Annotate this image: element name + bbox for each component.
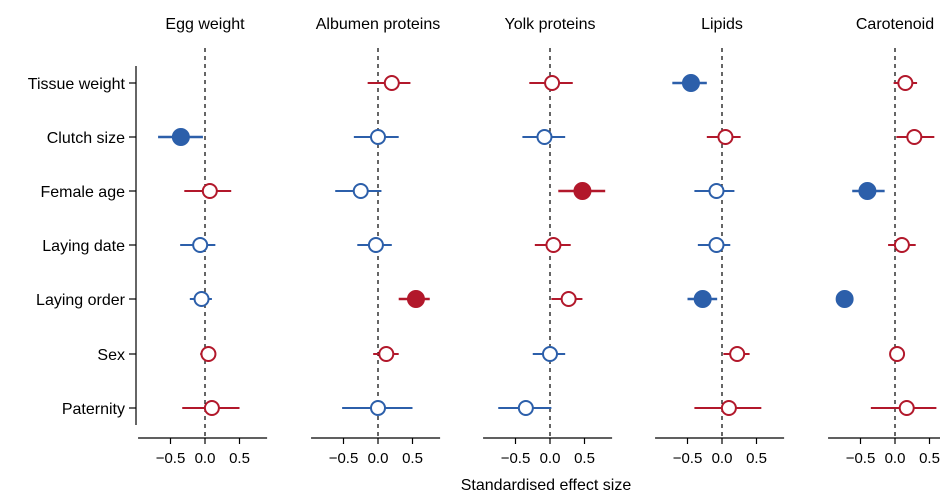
x-tick-label: 0.0 <box>540 450 561 467</box>
panel: Yolk proteins −0.5 0.0 0.5 <box>483 16 613 467</box>
effect-point <box>720 400 737 416</box>
effect-point <box>192 237 209 253</box>
panel-title: Lipids <box>701 16 743 33</box>
panel-title: Carotenoid <box>856 16 934 33</box>
effect-point <box>893 237 910 253</box>
effect-point <box>370 129 386 145</box>
effect-point <box>542 346 558 362</box>
effect-point <box>708 183 725 199</box>
effect-point <box>858 182 877 200</box>
panel-title: Egg weight <box>165 16 245 33</box>
row-label: Clutch size <box>47 130 125 147</box>
panel-title: Yolk proteins <box>504 16 595 33</box>
effect-point <box>203 400 220 416</box>
x-tick-label: 0.0 <box>368 450 389 467</box>
x-tick-label: 0.0 <box>195 450 216 467</box>
effect-point <box>171 128 190 146</box>
row-label: Paternity <box>62 401 125 418</box>
effect-point <box>693 290 712 308</box>
x-tick-label: −0.5 <box>673 450 703 467</box>
x-tick-label: 0.5 <box>919 450 940 467</box>
x-tick-label: −0.5 <box>329 450 359 467</box>
effect-point <box>898 400 915 416</box>
x-tick-label: −0.5 <box>156 450 186 467</box>
x-tick-label: 0.0 <box>885 450 906 467</box>
effect-point <box>906 129 923 145</box>
row-label: Laying order <box>36 292 126 309</box>
effect-point <box>560 291 577 307</box>
effect-point <box>370 400 386 416</box>
x-tick-label: 0.5 <box>229 450 250 467</box>
panel-title: Albumen proteins <box>316 16 441 33</box>
effect-point <box>729 346 746 362</box>
effect-point <box>193 291 210 307</box>
effect-point <box>536 129 553 145</box>
panel: Egg weight −0.5 0.0 0.5 <box>138 16 268 467</box>
row-label: Female age <box>41 184 126 201</box>
x-tick-label: −0.5 <box>846 450 876 467</box>
effect-point <box>545 237 562 253</box>
effect-point <box>367 237 384 253</box>
x-axis-label: Standardised effect size <box>461 477 632 494</box>
row-labels: Tissue weight Clutch size Female age Laying… <box>28 66 137 425</box>
chart-panels: Egg weight −0.5 0.0 0.5 Albumen proteins −0.5… <box>138 16 940 467</box>
effect-point <box>200 346 217 362</box>
row-label: Sex <box>97 347 125 364</box>
x-tick-label: 0.0 <box>712 450 733 467</box>
x-tick-label: 0.5 <box>402 450 423 467</box>
effect-point <box>835 290 854 308</box>
x-tick-label: 0.5 <box>574 450 595 467</box>
effect-point <box>681 74 700 92</box>
panel: Albumen proteins −0.5 0.0 0.5 <box>311 16 440 467</box>
effect-point <box>378 346 395 362</box>
effect-point <box>544 75 561 91</box>
panel: Carotenoid −0.5 0.0 0.5 <box>828 16 940 467</box>
effect-point <box>517 400 534 416</box>
panel: Lipids −0.5 0.0 0.5 <box>655 16 785 467</box>
effect-point <box>573 182 592 200</box>
x-tick-label: −0.5 <box>501 450 531 467</box>
effect-point <box>383 75 400 91</box>
x-tick-label: 0.5 <box>746 450 767 467</box>
effect-point <box>406 290 425 308</box>
effect-point <box>708 237 725 253</box>
row-label: Tissue weight <box>28 76 126 93</box>
effect-point <box>897 75 914 91</box>
effect-point <box>717 129 734 145</box>
row-label: Laying date <box>42 238 125 255</box>
effect-point <box>889 346 906 362</box>
effect-point <box>352 183 369 199</box>
effect-point <box>201 183 218 199</box>
